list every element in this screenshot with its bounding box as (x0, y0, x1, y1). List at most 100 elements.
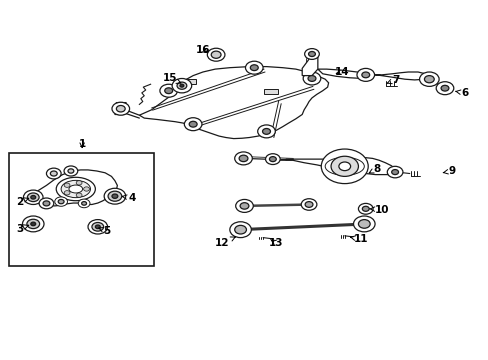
Circle shape (435, 82, 453, 95)
Text: 11: 11 (350, 234, 367, 244)
Text: 16: 16 (195, 45, 210, 55)
Circle shape (164, 88, 172, 94)
Circle shape (308, 51, 315, 57)
Circle shape (330, 156, 358, 176)
Text: 9: 9 (442, 166, 455, 176)
Circle shape (257, 125, 275, 138)
Circle shape (265, 154, 280, 165)
Circle shape (440, 85, 448, 91)
Polygon shape (365, 72, 428, 80)
Circle shape (177, 82, 186, 89)
Circle shape (245, 61, 263, 74)
Circle shape (160, 84, 177, 97)
Circle shape (83, 187, 89, 191)
Circle shape (50, 171, 57, 176)
Circle shape (108, 191, 122, 201)
Circle shape (22, 216, 44, 232)
Circle shape (68, 169, 74, 173)
Circle shape (358, 220, 369, 228)
Circle shape (88, 220, 107, 234)
Circle shape (180, 84, 183, 87)
Circle shape (46, 168, 61, 179)
Text: 5: 5 (99, 226, 110, 236)
Circle shape (116, 105, 125, 112)
Circle shape (64, 183, 70, 187)
Polygon shape (302, 54, 317, 76)
Circle shape (211, 51, 221, 58)
Circle shape (39, 198, 54, 209)
Circle shape (338, 162, 350, 171)
Circle shape (356, 68, 374, 81)
Text: 8: 8 (368, 164, 379, 174)
Circle shape (92, 222, 103, 231)
Polygon shape (185, 79, 195, 84)
Circle shape (269, 157, 276, 162)
Circle shape (27, 219, 40, 229)
Polygon shape (33, 170, 117, 206)
Circle shape (304, 49, 319, 59)
Text: 3: 3 (16, 224, 29, 234)
Ellipse shape (56, 177, 95, 201)
Ellipse shape (69, 185, 82, 193)
Text: 10: 10 (369, 204, 389, 215)
Text: 2: 2 (16, 197, 29, 207)
Polygon shape (317, 69, 365, 78)
Circle shape (391, 170, 398, 175)
Circle shape (234, 152, 252, 165)
Circle shape (207, 48, 224, 61)
Circle shape (76, 193, 82, 197)
Circle shape (424, 76, 433, 83)
Circle shape (235, 199, 253, 212)
Circle shape (239, 155, 247, 162)
Circle shape (184, 118, 202, 131)
Bar (9, 153, 154, 266)
Ellipse shape (61, 180, 90, 198)
Circle shape (31, 222, 36, 226)
Circle shape (76, 181, 82, 185)
Circle shape (305, 202, 312, 207)
Text: 12: 12 (215, 237, 235, 248)
Circle shape (358, 203, 372, 214)
Circle shape (64, 191, 70, 195)
Circle shape (301, 199, 316, 210)
Circle shape (112, 194, 118, 198)
Circle shape (64, 166, 78, 176)
Text: 1: 1 (79, 139, 85, 149)
Circle shape (419, 72, 438, 86)
Circle shape (262, 129, 270, 134)
Circle shape (240, 203, 248, 209)
Circle shape (23, 190, 43, 204)
Circle shape (27, 193, 39, 202)
Circle shape (307, 76, 315, 81)
Circle shape (386, 166, 402, 178)
Polygon shape (115, 103, 126, 114)
Text: 6: 6 (454, 88, 467, 98)
Circle shape (81, 202, 86, 205)
Polygon shape (285, 158, 396, 175)
Circle shape (362, 206, 368, 211)
Circle shape (361, 72, 369, 78)
Circle shape (104, 188, 125, 204)
Circle shape (321, 149, 367, 184)
Circle shape (229, 222, 251, 238)
Circle shape (303, 72, 320, 85)
Circle shape (172, 78, 191, 93)
Text: 4: 4 (122, 193, 136, 203)
Circle shape (78, 199, 90, 208)
Circle shape (55, 197, 67, 206)
Text: 7: 7 (386, 75, 399, 85)
Circle shape (234, 225, 246, 234)
Circle shape (112, 102, 129, 115)
Polygon shape (139, 67, 328, 139)
Circle shape (250, 65, 258, 71)
Circle shape (95, 225, 100, 229)
Polygon shape (264, 89, 277, 94)
Circle shape (189, 121, 197, 127)
Circle shape (353, 216, 374, 232)
Text: 14: 14 (334, 67, 349, 77)
Circle shape (43, 201, 50, 206)
Text: 15: 15 (163, 73, 181, 84)
Text: 13: 13 (268, 238, 283, 248)
Circle shape (31, 195, 36, 199)
Circle shape (58, 199, 64, 204)
